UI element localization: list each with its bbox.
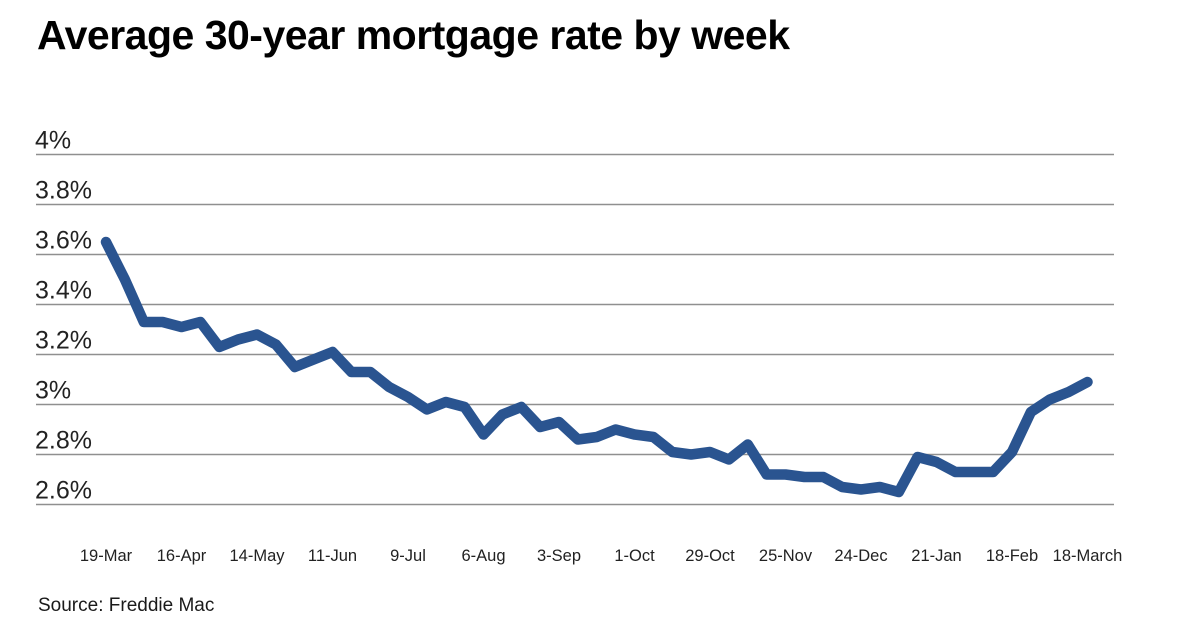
y-axis-tick-label: 3.2% (35, 327, 92, 355)
x-axis-tick-label: 18-March (1053, 547, 1123, 565)
x-axis-tick-label: 19-Mar (80, 547, 133, 565)
x-axis-tick-label: 6-Aug (461, 547, 505, 565)
x-axis-tick-label: 3-Sep (537, 547, 581, 565)
y-axis-tick-label: 3.6% (35, 227, 92, 255)
y-axis-tick-label: 3.4% (35, 277, 92, 305)
x-axis-tick-label: 14-May (229, 547, 285, 565)
y-axis-tick-label: 2.6% (35, 477, 92, 505)
x-axis-tick-label: 24-Dec (834, 547, 887, 565)
x-axis-tick-label: 16-Apr (157, 547, 207, 565)
y-axis-tick-label: 3.8% (35, 177, 92, 205)
rate-line (100, 236, 1093, 498)
y-axis-tick-label: 2.8% (35, 427, 92, 455)
x-axis-tick-label: 21-Jan (911, 547, 961, 565)
x-axis-tick-label: 11-Jun (308, 547, 357, 565)
y-axis-tick-label: 3% (35, 377, 71, 405)
chart-title: Average 30-year mortgage rate by week (37, 12, 790, 58)
x-axis-tick-label: 18-Feb (986, 547, 1038, 565)
x-axis-tick-label: 9-Jul (390, 547, 426, 565)
x-axis-tick-label: 29-Oct (685, 547, 735, 565)
x-axis-tick-label: 25-Nov (759, 547, 813, 565)
x-axis-tick-label: 1-Oct (614, 547, 655, 565)
y-axis-tick-label: 4% (35, 127, 71, 155)
source-note: Source: Freddie Mac (38, 595, 215, 616)
